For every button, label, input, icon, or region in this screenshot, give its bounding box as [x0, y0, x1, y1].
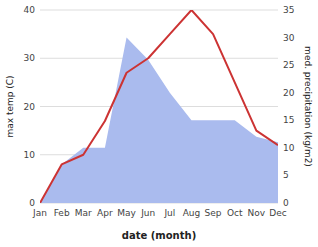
x-tick-label: Apr — [97, 208, 113, 218]
y2-tick-label: 20 — [283, 88, 295, 98]
y2-axis-title: med. precipitation (kg/m2) — [303, 46, 313, 167]
y-tick-label: 20 — [24, 102, 36, 112]
x-tick-label: Sep — [205, 208, 222, 218]
y-tick-label: 40 — [24, 5, 36, 15]
plot-area — [40, 10, 278, 203]
x-tick-label: Oct — [227, 208, 243, 218]
y-tick-label: 10 — [24, 150, 36, 160]
y2-tick-label: 5 — [283, 170, 289, 180]
y2-tick-label: 0 — [283, 198, 289, 208]
x-tick-label: Mar — [75, 208, 92, 218]
y2-tick-label: 10 — [283, 143, 295, 153]
x-tick-label: Jun — [140, 208, 155, 218]
page: {"chart_data": {"type": "line", "xlabel"… — [0, 0, 318, 247]
x-tick-label: Jul — [163, 208, 175, 218]
x-axis-title: date (month) — [122, 230, 196, 241]
chart: 0 10 20 30 40 0 5 10 15 20 25 30 35 Jan Feb Mar Apr May Ju… — [0, 0, 318, 247]
precipitation-area — [40, 38, 278, 203]
x-tick-label: Feb — [54, 208, 70, 218]
y-tick-label: 0 — [29, 198, 35, 208]
y-axis-title: max temp (C) — [5, 75, 15, 137]
y2-tick-label: 30 — [283, 33, 295, 43]
y2-tick-label: 25 — [283, 60, 294, 70]
x-tick-label: Dec — [269, 208, 286, 218]
x-tick-label: Aug — [183, 208, 201, 218]
grid-line — [40, 58, 278, 59]
grid-line — [40, 10, 278, 11]
temperature-line — [40, 10, 278, 203]
y2-tick-label: 35 — [283, 5, 294, 15]
x-tick-label: Nov — [248, 208, 266, 218]
x-tick-label: May — [117, 208, 136, 218]
y-tick-label: 30 — [24, 53, 36, 63]
x-tick-label: Jan — [32, 208, 47, 218]
y2-tick-label: 15 — [283, 115, 294, 125]
